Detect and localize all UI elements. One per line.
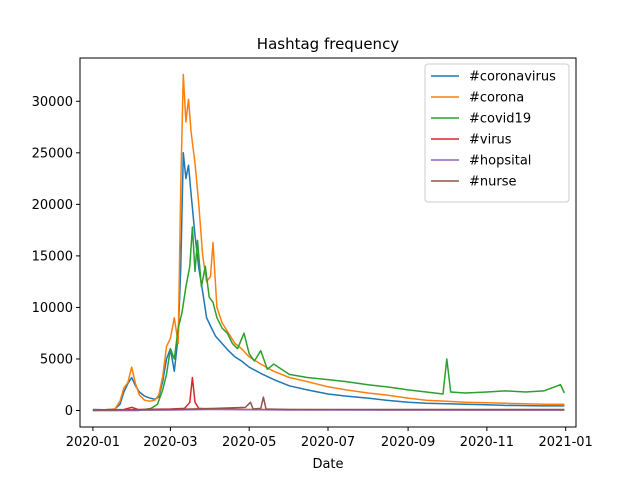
y-tick-label: 10000 (32, 301, 73, 316)
legend-label-1: #coronavirus (469, 70, 556, 85)
x-axis-title: Date (312, 457, 343, 472)
y-tick-label: 25000 (32, 146, 73, 161)
x-tick-label: 2021-01 (539, 435, 593, 450)
series-layer (92, 73, 566, 412)
series-line-6 (92, 396, 565, 411)
legend-label-2: #corona (469, 91, 524, 106)
y-tick-label: 0 (65, 404, 73, 419)
y-tick-label: 15000 (32, 249, 73, 264)
x-tick-label: 2020-05 (222, 435, 276, 450)
legend-label-4: #virus (469, 133, 512, 148)
legend: #coronavirus #corona #covid19 #virus #hopsit… (424, 63, 570, 203)
legend-label-3: #covid19 (469, 112, 531, 127)
legend-box (424, 63, 570, 203)
legend-label-6: #nurse (469, 175, 517, 190)
y-axis: 0 5000 10000 15000 20000 25000 30000 (32, 95, 80, 419)
x-axis: 2020-01 2020-03 2020-05 2020-07 2020-09 2020-… (66, 427, 593, 450)
legend-label-5: #hopsital (469, 154, 531, 169)
chart-title: Hashtag frequency (257, 35, 400, 53)
series-line-1 (92, 152, 565, 411)
y-tick-label: 20000 (32, 198, 73, 213)
y-tick-label: 5000 (40, 352, 73, 367)
y-tick-label: 30000 (32, 95, 73, 110)
x-tick-label: 2020-03 (143, 435, 197, 450)
x-tick-label: 2020-11 (460, 435, 514, 450)
x-tick-label: 2020-09 (381, 435, 435, 450)
series-line-3 (92, 226, 566, 412)
x-tick-label: 2020-07 (301, 435, 355, 450)
x-tick-label: 2020-01 (66, 435, 120, 450)
